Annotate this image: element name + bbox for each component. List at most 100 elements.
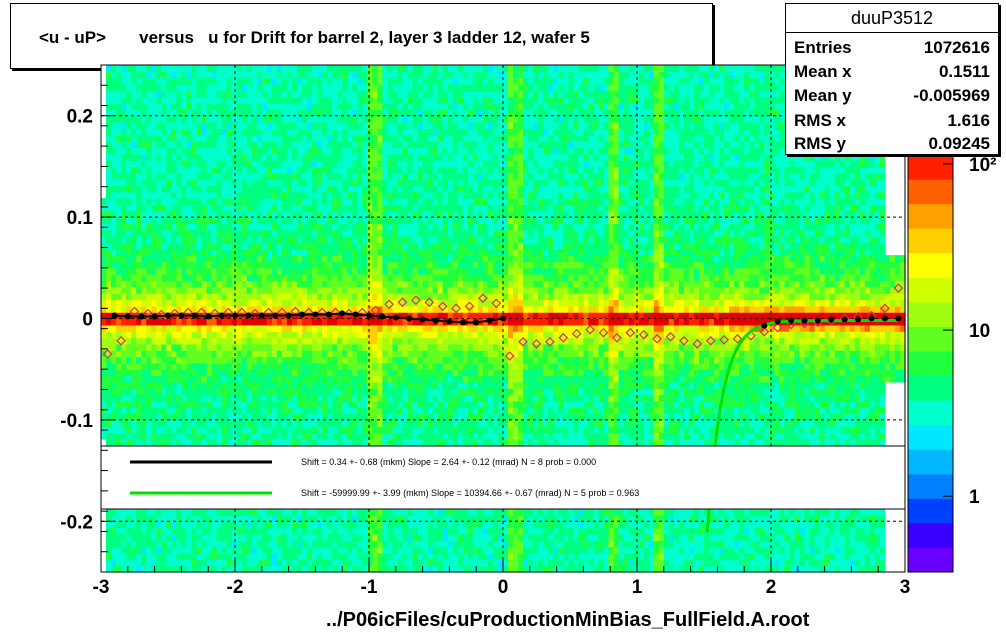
heatmap-bin [377,172,384,180]
heatmap-bin [266,324,273,332]
heatmap-bin [111,255,117,263]
heatmap-bin [201,521,208,529]
heatmap-bin [402,210,409,218]
heatmap-bin [347,521,353,529]
heatmap-bin [116,419,122,427]
heatmap-bin [246,521,253,529]
heatmap-bin [121,388,127,396]
heatmap-bin [312,223,318,231]
heatmap-bin [171,381,177,389]
heatmap-bin [327,236,333,244]
heatmap-bin [402,426,409,434]
heatmap-bin [151,369,157,377]
heatmap-bin [251,65,258,72]
heatmap-bin [291,84,298,91]
heatmap-bin [261,274,268,282]
heatmap-bin [412,369,419,377]
heatmap-bin [111,362,117,370]
heatmap-bin [266,90,273,98]
heatmap-bin [206,419,213,427]
heatmap-bin [211,134,218,142]
heatmap-bin [367,261,373,269]
heatmap-bin [382,521,389,529]
heatmap-bin [116,103,122,110]
heatmap-bin [302,147,308,155]
heatmap-bin [362,223,368,231]
heatmap-bin [362,229,368,237]
heatmap-bin [136,274,142,282]
heatmap-bin [196,356,203,364]
heatmap-bin [377,191,384,199]
heatmap-bin [296,356,303,364]
heatmap-bin [407,527,414,535]
heatmap-bin [116,375,122,383]
heatmap-bin [231,540,238,548]
heatmap-bin [241,160,248,167]
heatmap-bin [332,559,338,567]
heatmap-bin [191,255,198,263]
heatmap-bin [412,381,419,389]
heatmap-bin [397,318,404,326]
heatmap-bin [296,508,303,516]
heatmap-bin [186,546,193,554]
heatmap-bin [101,381,107,389]
heatmap-bin [226,369,233,377]
heatmap-bin [141,432,147,440]
heatmap-bin [226,426,233,434]
heatmap-bin [327,388,333,396]
heatmap-bin [347,514,353,522]
heatmap-bin [251,122,258,129]
heatmap-bin [246,153,253,161]
heatmap-bin [241,122,248,129]
heatmap-bin [281,217,288,225]
heatmap-bin [362,286,368,294]
heatmap-bin [332,350,338,358]
heatmap-bin [407,223,414,231]
heatmap-bin [357,419,363,427]
heatmap-bin [151,96,157,104]
heatmap-bin [271,413,278,421]
heatmap-bin [286,381,293,389]
heatmap-bin [181,103,188,110]
heatmap-bin [161,166,167,174]
heatmap-bin [116,318,122,326]
heatmap-bin [271,172,278,180]
heatmap-bin [106,65,112,72]
heatmap-bin [251,546,258,554]
heatmap-bin [151,362,157,370]
heatmap-bin [317,172,323,180]
heatmap-bin [151,559,157,567]
heatmap-bin [246,369,253,377]
heatmap-bin [116,191,122,199]
heatmap-bin [121,248,127,256]
heatmap-bin [121,166,127,174]
heatmap-bin [286,166,293,174]
heatmap-bin [372,552,378,560]
heatmap-bin [251,565,258,573]
heatmap-bin [261,508,268,516]
heatmap-bin [136,84,142,91]
heatmap-bin [332,400,338,408]
heatmap-bin [397,185,404,193]
heatmap-bin [372,274,378,282]
heatmap-bin [146,204,152,212]
heatmap-bin [372,299,378,307]
heatmap-bin [337,77,343,85]
heatmap-bin [226,318,233,326]
heatmap-bin [271,293,278,301]
heatmap-bin [302,71,308,79]
heatmap-bin [231,413,238,421]
heatmap-bin [246,115,253,123]
heatmap-bin [251,109,258,117]
heatmap-bin [342,337,348,345]
heatmap-bin [146,400,152,408]
heatmap-bin [302,426,308,434]
heatmap-bin [201,286,208,294]
heatmap-bin [246,413,253,421]
heatmap-bin [216,293,223,301]
heatmap-bin [362,413,368,421]
heatmap-bin [291,514,298,522]
heatmap-bin [226,324,233,332]
heatmap-bin [276,191,283,199]
heatmap-bin [291,343,298,351]
